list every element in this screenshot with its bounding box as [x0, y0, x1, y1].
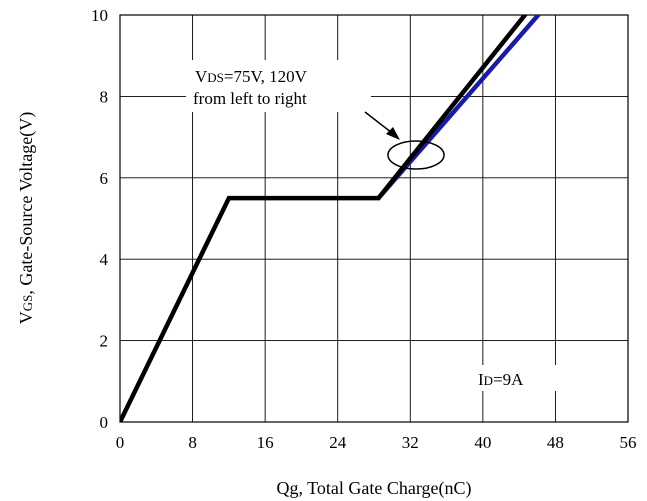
x-tick-label: 0 [116, 433, 125, 452]
curves-highlight-ellipse [387, 140, 445, 170]
y-tick-labels: 0 2 4 6 8 10 [91, 6, 109, 432]
x-tick-label: 24 [329, 433, 347, 452]
x-tick-label: 8 [188, 433, 197, 452]
vds-annotation-line2: from left to right [193, 89, 307, 108]
y-tick-label: 6 [100, 169, 109, 188]
y-tick-label: 4 [100, 250, 109, 269]
id-annotation: ID=9A [478, 370, 524, 389]
id-value: =9A [493, 370, 524, 389]
y-tick-label: 8 [100, 87, 109, 106]
id-prefix: I [478, 370, 484, 389]
y-tick-label: 2 [100, 332, 109, 351]
vds-annotation-background [186, 60, 371, 112]
x-axis-label: Qg, Total Gate Charge(nC) [276, 478, 471, 499]
vds-annotation-line1: VDS=75V, 120V [195, 67, 308, 86]
x-tick-label: 56 [620, 433, 637, 452]
series-layer [120, 15, 542, 422]
plot-frame [119, 14, 629, 423]
vds-subscript: DS [207, 70, 224, 85]
x-tick-label: 16 [257, 433, 274, 452]
y-axis-label-rest: , Gate-Source Voltage(V) [16, 112, 37, 295]
series-line-vds-75v [120, 15, 528, 422]
x-tick-label: 32 [402, 433, 419, 452]
id-annotation-background [470, 365, 560, 391]
y-axis-label-prefix: V [16, 311, 36, 324]
y-tick-label: 0 [100, 413, 109, 432]
vds-values: =75V, 120V [224, 67, 308, 86]
vds-prefix: V [195, 67, 208, 86]
y-axis-label-subscript: GS [20, 295, 35, 312]
x-tick-label: 40 [474, 433, 491, 452]
y-axis-label: VGS, Gate-Source Voltage(V) [16, 112, 37, 324]
annotation-arrow-head [386, 127, 400, 140]
x-tick-label: 48 [547, 433, 564, 452]
id-subscript: D [484, 373, 493, 388]
x-tick-labels: 0 8 16 24 32 40 48 56 [116, 433, 637, 452]
y-tick-label: 10 [91, 6, 108, 25]
